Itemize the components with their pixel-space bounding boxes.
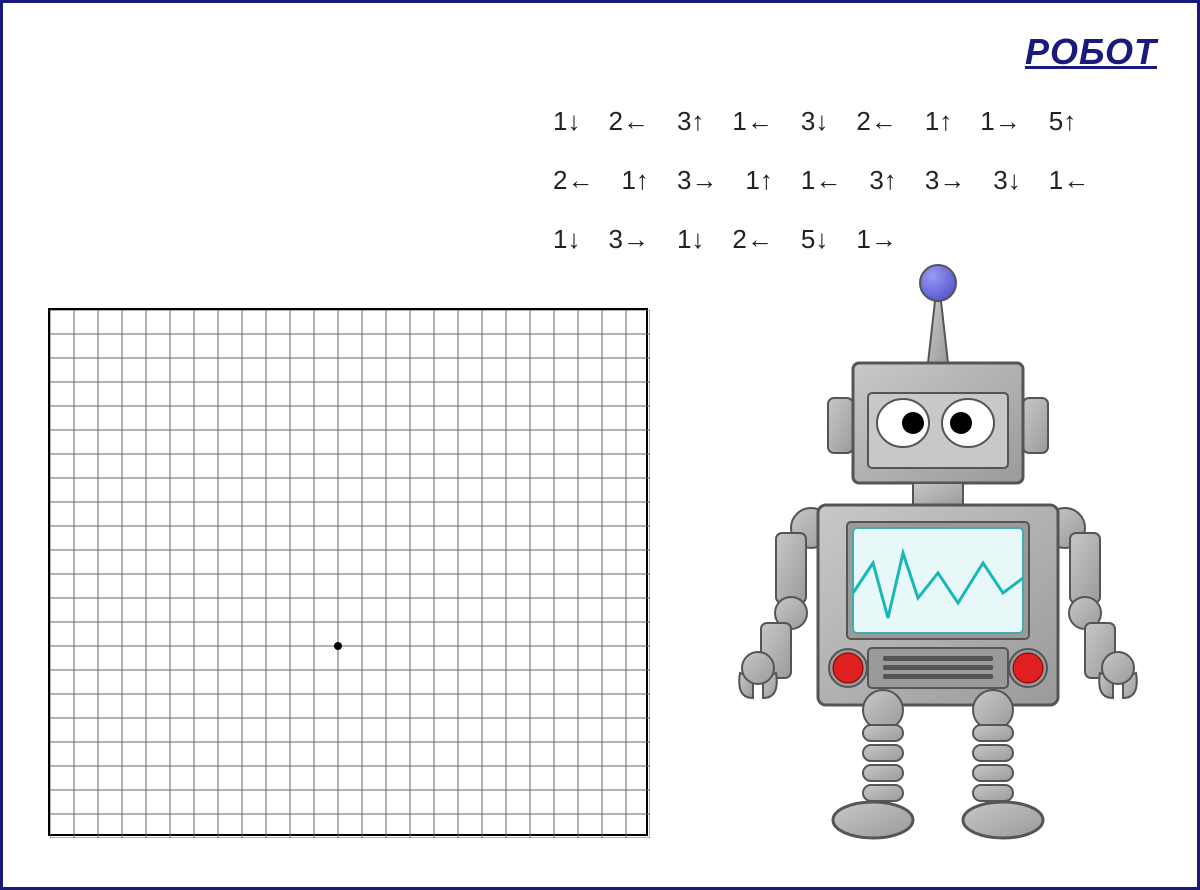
- instruction-block: 1↓2←3↑1←3↓2←1↑1→5↑2←1↑3→1↑1←3↑3→3↓1←1↓3→…: [553, 93, 1157, 271]
- page-title: РОБОТ: [1025, 31, 1157, 73]
- instruction-command: 1↓: [677, 211, 704, 268]
- instruction-command: 5↓: [801, 211, 828, 268]
- instruction-command: 2←: [608, 93, 648, 150]
- robot-illustration: [703, 263, 1173, 863]
- instruction-command: 1↑: [925, 93, 952, 150]
- instruction-command: 1↓: [553, 211, 580, 268]
- instruction-command: 2←: [732, 211, 772, 268]
- instruction-command: 3→: [608, 211, 648, 268]
- grid-svg: [50, 310, 650, 838]
- instruction-command: 1↑: [621, 152, 648, 209]
- drawing-grid: [48, 308, 648, 836]
- worksheet-page: РОБОТ 1↓2←3↑1←3↓2←1↑1→5↑2←1↑3→1↑1←3↑3→3↓…: [0, 0, 1200, 890]
- instruction-command: 1↓: [553, 93, 580, 150]
- instruction-command: 1←: [801, 152, 841, 209]
- instruction-command: 3→: [925, 152, 965, 209]
- instruction-command: 3↓: [801, 93, 828, 150]
- instruction-command: 1→: [980, 93, 1020, 150]
- instruction-row: 1↓ 3→ 1↓ 2← 5↓ 1→: [553, 211, 1157, 268]
- robot-svg: [703, 263, 1173, 863]
- instruction-command: 1←: [732, 93, 772, 150]
- instruction-command: 3→: [677, 152, 717, 209]
- instruction-command: 5↑: [1049, 93, 1076, 150]
- instruction-command: 3↑: [677, 93, 704, 150]
- instruction-command: 1↑: [745, 152, 772, 209]
- instruction-command: 3↑: [869, 152, 896, 209]
- instruction-command: 1→: [856, 211, 896, 268]
- instruction-row: 1↓ 2← 3↑ 1← 3↓ 2← 1↑ 1→ 5↑: [553, 93, 1157, 150]
- instruction-command: 2←: [856, 93, 896, 150]
- instruction-command: 2←: [553, 152, 593, 209]
- instruction-row: 2← 1↑ 3→ 1↑ 1← 3↑ 3→ 3↓ 1←: [553, 152, 1157, 209]
- instruction-command: 3↓: [993, 152, 1020, 209]
- instruction-command: 1←: [1049, 152, 1089, 209]
